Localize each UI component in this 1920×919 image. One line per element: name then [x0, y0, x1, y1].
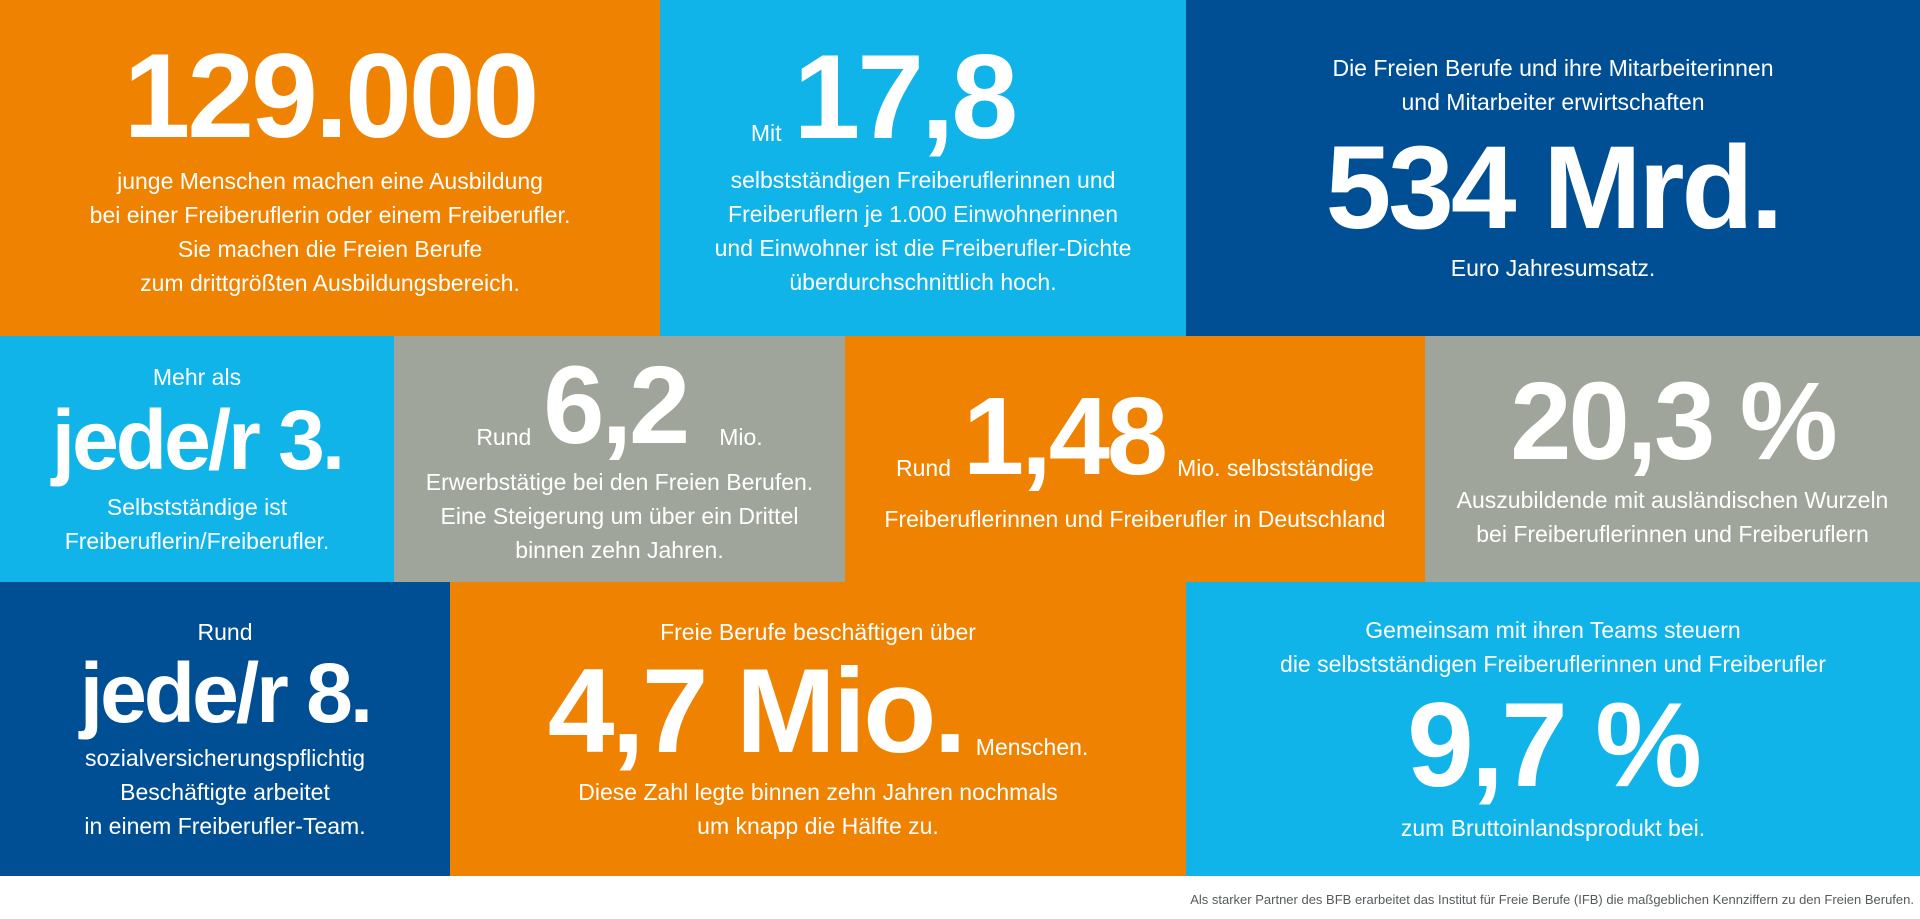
tile-534-mrd-revenue: Die Freien Berufe und ihre Mitarbeiterin…	[1186, 0, 1920, 336]
stat-line: Euro Jahresumsatz.	[1450, 255, 1656, 281]
stat-line: Mehr als	[152, 364, 242, 390]
stat-line: Freie Berufe beschäftigen über	[660, 619, 976, 645]
stat-trail: Mio.	[719, 424, 763, 450]
stat-line: Erwerbstätige bei den Freien Berufen.	[425, 469, 814, 495]
stat-number: 4,7 Mio.	[547, 644, 967, 778]
stat-number: 17,8	[793, 30, 1019, 164]
tile-4-7-mio-employees: Freie Berufe beschäftigen über 4,7 Mio. …	[450, 582, 1186, 876]
stat-line: zum drittgrößten Ausbildungsbereich.	[140, 270, 520, 296]
stat-number: 9,7 %	[1407, 678, 1702, 812]
stat-line: binnen zehn Jahren.	[515, 537, 724, 563]
stat-line: um knapp die Hälfte zu.	[697, 813, 939, 839]
stat-line: Freiberuflerin/Freiberufler.	[64, 528, 330, 554]
stat-line: und Einwohner ist die Freiberufler-Dicht…	[714, 235, 1132, 261]
stat-line: bei Freiberuflerinnen und Freiberuflern	[1476, 521, 1869, 547]
stat-line: in einem Freiberufler-Team.	[84, 813, 366, 839]
stat-number: jede/r 3.	[51, 393, 346, 487]
stat-line: überdurchschnittlich hoch.	[789, 269, 1057, 295]
stat-lead: Mit	[750, 120, 782, 146]
tile-20-3-percent-trainees: 20,3 % Auszubildende mit ausländischen W…	[1425, 336, 1920, 582]
stat-line: die selbstständigen Freiberuflerinnen un…	[1280, 651, 1826, 677]
tile-129000-apprentices: 129.000 junge Menschen machen eine Ausbi…	[0, 0, 660, 336]
stat-trail: Mio. selbstständige	[1177, 455, 1374, 481]
tile-every-third: Mehr als jede/r 3. Selbstständige ist Fr…	[0, 336, 394, 582]
stat-line: Rund	[197, 619, 253, 645]
stat-line: zum Bruttoinlandsprodukt bei.	[1400, 815, 1706, 841]
stat-line: bei einer Freiberuflerin oder einem Frei…	[89, 202, 571, 228]
stat-number: 129.000	[123, 29, 540, 163]
stat-line: Diese Zahl legte binnen zehn Jahren noch…	[578, 779, 1058, 805]
stat-number: jede/r 8.	[79, 646, 374, 740]
stat-lead: Rund	[476, 424, 532, 450]
stat-line: Gemeinsam mit ihren Teams steuern	[1365, 617, 1741, 643]
stat-headline: Rund 1,48 Mio. selbstständige	[896, 382, 1374, 492]
stat-line: Eine Steigerung um über ein Drittel	[440, 503, 799, 529]
stat-lead: Rund	[896, 455, 951, 481]
stat-line: Auszubildende mit ausländischen Wurzeln	[1456, 487, 1889, 513]
stat-line: selbstständigen Freiberuflerinnen und	[730, 167, 1116, 193]
stat-line: Selbstständige ist	[106, 494, 288, 520]
tile-every-eighth: Rund jede/r 8. sozialversicherungspflich…	[0, 582, 450, 876]
stat-number: 20,3 %	[1510, 360, 1837, 483]
stat-line: und Mitarbeiter erwirtschaften	[1401, 89, 1705, 115]
stat-headline: Mit 17,8	[750, 30, 1019, 164]
stat-number: 534 Mrd.	[1325, 122, 1784, 254]
tile-6-2-mio-employed: Rund 6,2 Mio. Erwerbstätige bei den Frei…	[394, 336, 845, 582]
tile-9-7-percent-gdp: Gemeinsam mit ihren Teams steuern die se…	[1186, 582, 1920, 876]
stat-line: junge Menschen machen eine Ausbildung	[117, 168, 543, 194]
stat-headline: 4,7 Mio. Menschen.	[548, 651, 1089, 771]
stat-trail: Menschen.	[975, 734, 1089, 760]
stat-number: 6,2	[543, 344, 690, 467]
tile-17-8-density: Mit 17,8 selbstständigen Freiberuflerinn…	[660, 0, 1186, 336]
stat-headline: Rund 6,2 Mio.	[476, 351, 762, 461]
source-footnote: Als starker Partner des BFB erarbeitet d…	[1190, 892, 1914, 907]
stat-line: sozialversicherungspflichtig	[85, 745, 365, 771]
stat-line: Freiberuflerinnen und Freiberufler in De…	[884, 506, 1386, 532]
stat-line: Die Freien Berufe und ihre Mitarbeiterin…	[1332, 55, 1774, 81]
tile-1-48-mio-freelancers: Rund 1,48 Mio. selbstständige Freiberufl…	[845, 336, 1425, 582]
stat-line: Sie machen die Freien Berufe	[177, 236, 483, 262]
stat-number: 1,48	[963, 375, 1168, 498]
stat-line: Freiberuflern je 1.000 Einwohnerinnen	[728, 201, 1118, 227]
stat-line: Beschäftigte arbeitet	[120, 779, 330, 805]
